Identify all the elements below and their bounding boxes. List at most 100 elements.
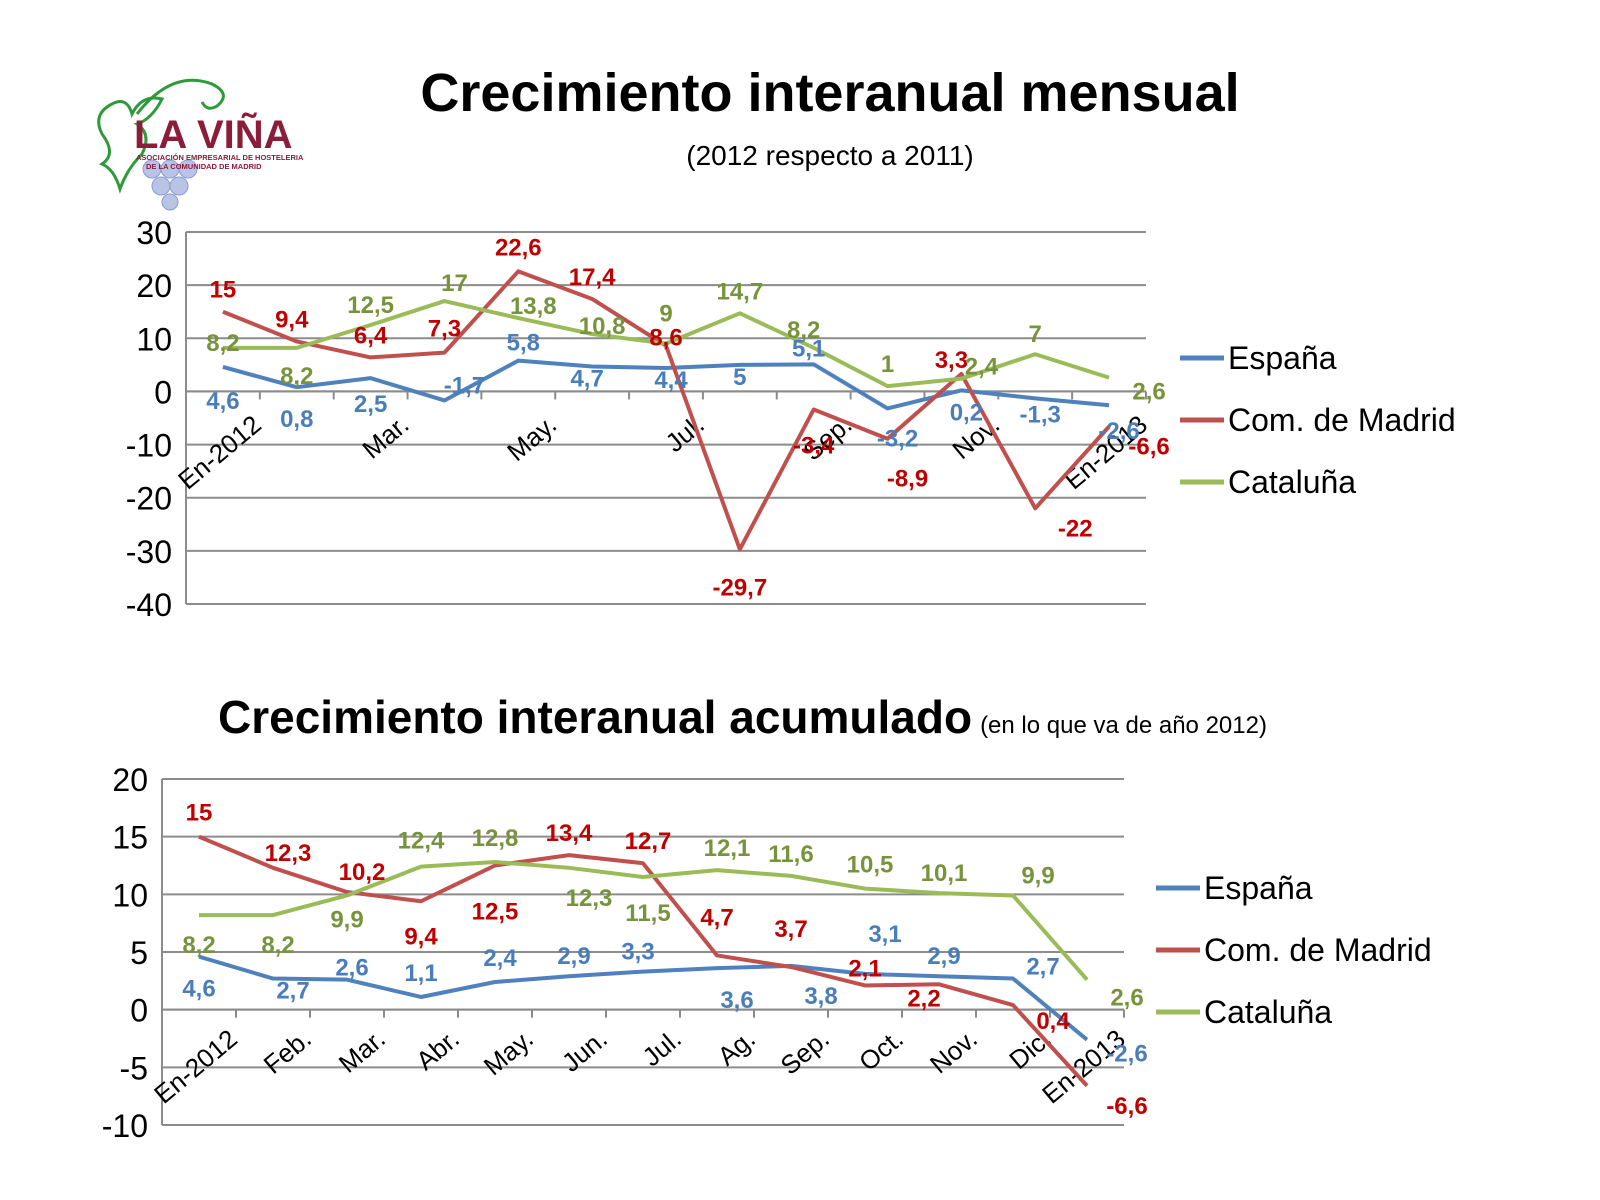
chart-2-data-label: 13,4 (546, 820, 593, 847)
chart-1-data-label: 15 (210, 277, 237, 304)
chart-1-series-line-1 (222, 269, 1111, 552)
chart-2-data-label: 3,6 (720, 987, 753, 1014)
chart-2-data-label: 11,6 (768, 841, 813, 868)
chart-1-series-line-2 (222, 299, 1110, 389)
chart-1-data-label: 4,6 (206, 388, 239, 415)
logo-name: LA VIÑA (134, 111, 293, 157)
chart-2-data-label: 12,7 (625, 828, 672, 855)
chart-1-data-label: 10,8 (579, 313, 626, 340)
chart-2-x-tick-label: Sep. (775, 1023, 835, 1080)
chart-1-data-label: 3,3 (935, 347, 968, 374)
chart-2-data-label: 8,2 (182, 932, 215, 959)
chart-2-data-label: 3,8 (804, 983, 837, 1010)
chart-2-data-label: 11,5 (625, 900, 670, 927)
chart-1-y-tick-label: 30 (136, 215, 172, 251)
chart-1-data-label: 5,8 (507, 330, 540, 357)
chart-1-data-label: 8,2 (206, 330, 239, 357)
chart-1-data-label: 12,5 (347, 292, 394, 319)
la-vina-logo: LA VIÑA ASOCIACIÓN EMPRESARIAL DE HOSTEL… (97, 78, 304, 211)
chart-1-data-label: 6,4 (354, 322, 388, 349)
chart-2-data-label: 9,4 (404, 923, 438, 950)
chart-2-data-label: 12,1 (704, 835, 751, 862)
chart-2-data-label: 9,9 (330, 906, 363, 933)
chart-1-data-label: 8,2 (787, 317, 820, 344)
chart-1-data-label: -1,3 (1020, 401, 1061, 428)
chart-1-y-tick-label: 0 (154, 374, 172, 410)
chart-2-y-tick-label: -10 (102, 1108, 148, 1144)
chart-1-y-tick-label: -40 (126, 587, 172, 623)
chart-2-x-tick-label: Nov. (924, 1023, 983, 1079)
chart-2-title: Crecimiento interanual acumulado (218, 691, 973, 743)
chart-2-x-tick-label: Mar. (333, 1023, 391, 1078)
chart-2-data-label: 10,5 (847, 852, 894, 879)
chart-2-data-label: 12,3 (265, 840, 312, 867)
chart-2-subtitle: (en lo que va de año 2012) (980, 712, 1267, 739)
chart-2-y-tick-label: 10 (112, 877, 148, 913)
chart-2-x-tick-label: Ag. (712, 1023, 761, 1071)
chart-1-data-label: -29,7 (712, 574, 767, 601)
chart-1-data-label: 1 (881, 351, 894, 378)
chart-1-data-label: 4,4 (654, 367, 688, 394)
chart-2-data-label: 3,3 (621, 939, 654, 966)
chart-2-data-label: -6,6 (1106, 1093, 1147, 1120)
chart-2-data-label: 12,8 (472, 825, 519, 852)
chart-2-data-label: 10,1 (921, 860, 968, 887)
chart-1-data-label: 7,3 (428, 316, 461, 343)
chart-2-y-tick-label: -5 (120, 1050, 148, 1086)
logo-line-2: DE LA COMUNIDAD DE MADRID (146, 162, 262, 171)
chart-2-series-line-2 (199, 860, 1089, 982)
chart-2-data-label: 8,2 (261, 932, 294, 959)
chart-2-data-label: 2,7 (1026, 954, 1059, 981)
chart-2-data-label: 9,9 (1021, 862, 1054, 889)
chart-2-x-tick-label: Jul. (637, 1023, 687, 1072)
chart-1-data-label: 2,6 (1132, 379, 1165, 406)
chart-1-data-label: 2,4 (965, 354, 999, 381)
chart-2-legend-label: Cataluña (1204, 994, 1332, 1030)
chart-2-y-tick-label: 5 (130, 935, 148, 971)
chart-2-data-label: 3,7 (774, 916, 807, 943)
chart-2-data-label: 2,2 (907, 985, 940, 1012)
chart-2-data-label: 15 (186, 800, 213, 827)
chart-1-data-label: 8,6 (649, 325, 682, 352)
chart-1-data-label: 7 (1029, 321, 1042, 348)
chart-1-data-label: 9 (659, 301, 672, 328)
chart-1-legend-label: Cataluña (1228, 464, 1356, 500)
chart-1-series-line-0 (222, 358, 1110, 411)
chart-1-data-label: -3,2 (877, 425, 918, 452)
chart-2-y-tick-label: 15 (112, 820, 148, 856)
chart-2-data-label: 4,6 (182, 976, 215, 1003)
chart-1-data-label: -1,7 (444, 372, 485, 399)
chart-1-data-label: 5 (733, 364, 746, 391)
chart-1-data-label: 8,2 (280, 363, 313, 390)
chart-1-y-tick-label: -10 (126, 428, 172, 464)
chart-2-x-tick-label: Feb. (258, 1023, 317, 1079)
chart-1-data-label: 17,4 (569, 264, 616, 291)
chart-2-data-label: 12,5 (472, 899, 519, 926)
chart-2-x-tick-label: Oct. (853, 1023, 909, 1077)
chart-2-x-tick-label: Jun. (556, 1023, 613, 1078)
chart-2-y-tick-label: 0 (130, 993, 148, 1029)
chart-1-legend-label: Com. de Madrid (1228, 402, 1456, 438)
chart-2-data-label: 2,4 (483, 945, 517, 972)
chart-2-data-label: 12,3 (566, 885, 613, 912)
chart-1-y-tick-label: -20 (126, 481, 172, 517)
chart-2-data-label: 2,6 (1110, 985, 1143, 1012)
chart-1-data-label: -6,6 (1128, 434, 1169, 461)
chart-1-data-label: 2,5 (354, 391, 387, 418)
chart-2-data-label: 1,1 (404, 960, 437, 987)
chart-1-data-label: 17 (441, 270, 468, 297)
chart-1-data-label: 0,8 (280, 406, 313, 433)
chart-2-data-label: 4,7 (700, 904, 733, 931)
chart-1-legend-label: España (1228, 340, 1337, 376)
chart-2-series-line-0 (198, 954, 1089, 1042)
chart-1-data-label: -22 (1058, 515, 1093, 542)
chart-1-subtitle: (2012 respecto a 2011) (686, 140, 974, 171)
chart-1-data-label: 22,6 (495, 234, 542, 261)
chart-2-data-label: 2,6 (335, 955, 368, 982)
chart-1-data-label: -3,4 (793, 432, 835, 459)
chart-2-legend-label: España (1204, 870, 1313, 906)
chart-1-y-tick-label: 20 (136, 268, 172, 304)
chart-2-data-label: 10,2 (339, 859, 386, 886)
